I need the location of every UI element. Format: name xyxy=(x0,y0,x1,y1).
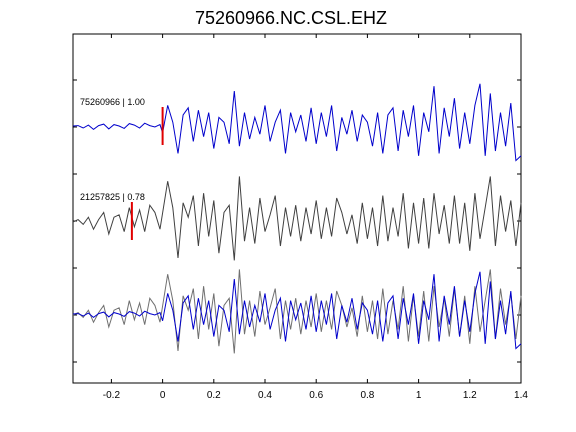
plot-frame xyxy=(72,33,522,384)
x-tick-label: 0.8 xyxy=(360,390,374,401)
x-tick-label: 0.6 xyxy=(309,390,323,401)
chart-title: 75260966.NC.CSL.EHZ xyxy=(195,8,387,28)
trace-label-1: 75260966 | 1.00 xyxy=(80,97,145,107)
trace-label-2: 21257825 | 0.78 xyxy=(80,192,145,202)
x-tick-label: 1.2 xyxy=(463,390,477,401)
x-tick-label: 1 xyxy=(416,390,422,401)
x-tick-label: 0 xyxy=(160,390,166,401)
traces: 75260966 | 1.00 21257825 | 0.78 xyxy=(72,83,522,354)
trace-line-1 xyxy=(72,83,522,162)
x-tick-label: 0.4 xyxy=(258,390,272,401)
x-tick-label: -0.2 xyxy=(103,390,121,401)
trace-line-2 xyxy=(72,176,522,261)
x-tick-labels: -0.2 0 0.2 0.4 0.6 0.8 1 1.2 1.4 xyxy=(103,390,529,401)
x-tick-label: 1.4 xyxy=(514,390,528,401)
overlay-trace-gray xyxy=(72,269,522,354)
x-tick-label: 0.2 xyxy=(207,390,221,401)
axis-ticks xyxy=(73,34,522,383)
overlay-trace-blue xyxy=(72,271,522,350)
